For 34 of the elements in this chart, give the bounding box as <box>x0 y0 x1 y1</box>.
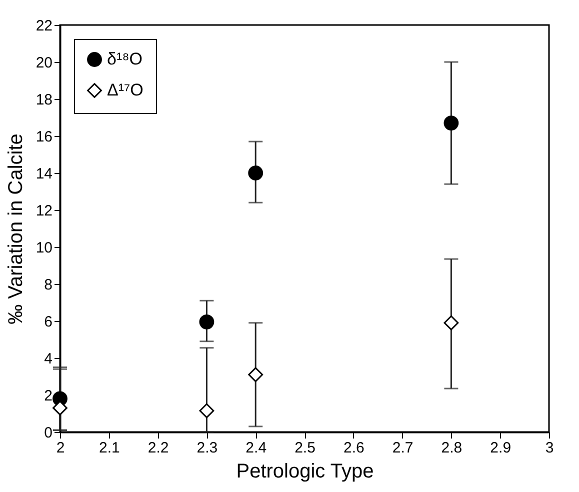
x-tick-label: 3 <box>545 440 554 456</box>
point <box>444 116 459 130</box>
x-tick-label: 2.4 <box>246 440 267 456</box>
x-tick-label: 2.8 <box>441 440 462 456</box>
x-tick-label: 2.3 <box>196 440 218 456</box>
y-tick-label: 12 <box>36 202 52 220</box>
x-tick-label: 2.5 <box>294 440 316 456</box>
x-tick-label: 2.2 <box>148 440 169 456</box>
y-tick-label: 10 <box>36 240 52 256</box>
y-tick-label: 18 <box>36 92 52 108</box>
y-tick-label: 6 <box>44 314 52 330</box>
y-tick-label: 16 <box>36 128 52 146</box>
x-tick-label: 2 <box>56 440 65 456</box>
x-tick-label: 2.9 <box>490 440 512 456</box>
point <box>199 403 214 418</box>
point <box>444 315 459 330</box>
legend-label: δ¹⁸O <box>107 50 143 68</box>
x-axis-title: Petrologic Type <box>236 460 374 482</box>
point <box>248 166 264 180</box>
y-axis-title: ‰ Variation in Calcite <box>4 134 27 324</box>
legend-label: Δ¹⁷O <box>107 80 144 100</box>
y-tick-label: 14 <box>36 166 52 182</box>
y-tick-label: 4 <box>44 350 52 368</box>
point <box>248 367 264 382</box>
y-tick-label: 2 <box>44 388 52 404</box>
y-tick-label: 20 <box>36 54 52 72</box>
x-tick-label: 2.6 <box>343 440 364 456</box>
point <box>199 314 214 330</box>
y-tick-label: 0 <box>44 424 52 442</box>
point <box>52 400 68 416</box>
y-tick-label: 22 <box>36 18 52 34</box>
x-tick-label: 2.7 <box>392 440 414 456</box>
x-tick-label: 2.1 <box>98 440 120 456</box>
y-tick-label: 8 <box>44 276 52 294</box>
